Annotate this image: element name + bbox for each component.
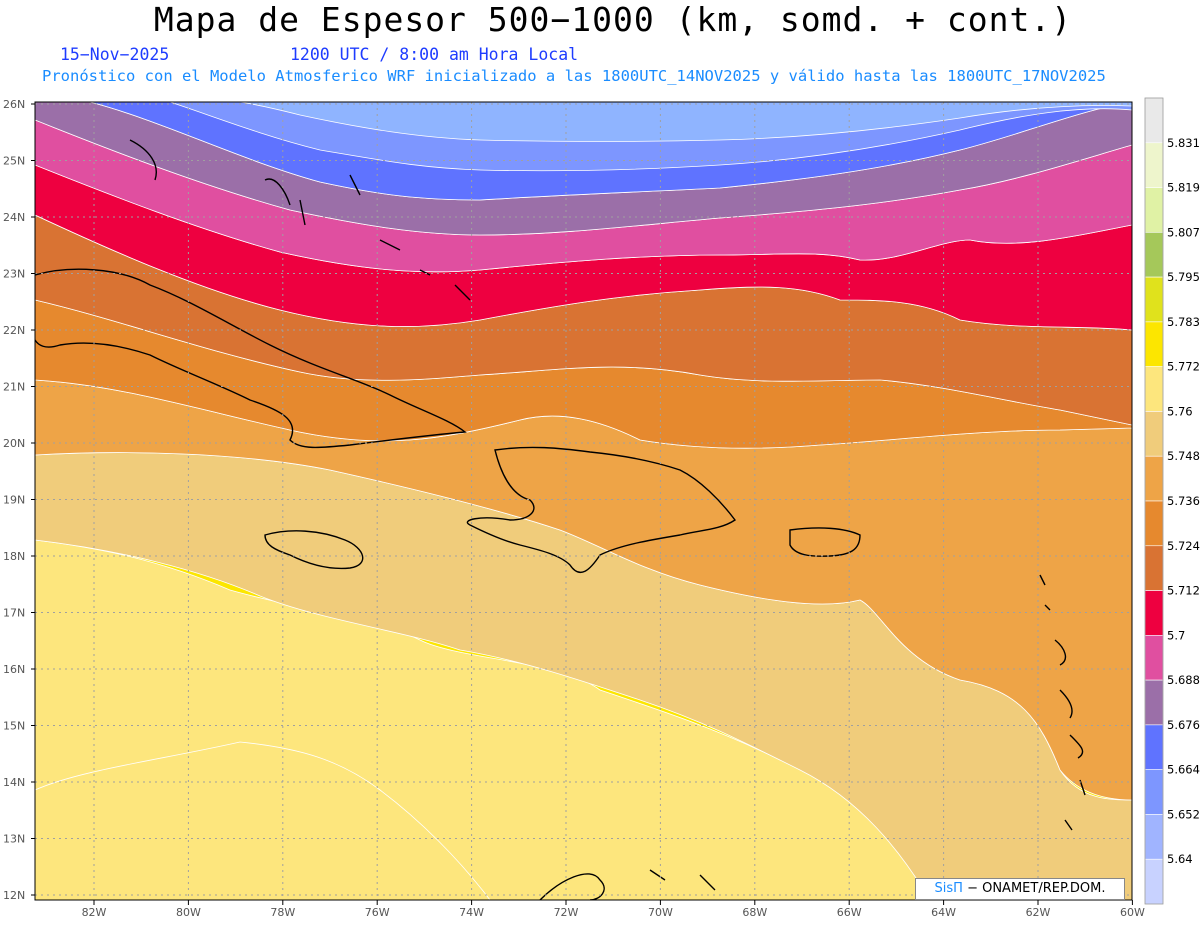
lon-label: 62W [1026, 906, 1051, 919]
colorbar-label: 5.795 [1167, 270, 1200, 284]
colorbar-label: 5.819 [1167, 181, 1200, 195]
colorbar-label: 5.807 [1167, 225, 1200, 239]
colorbar-label: 5.64 [1167, 852, 1193, 866]
jamaica-coastline [264, 530, 364, 570]
lesser-antilles-coastline [1039, 574, 1086, 831]
colorbar-label: 5.676 [1167, 718, 1200, 732]
colorbar-label: 5.772 [1167, 360, 1200, 374]
colorbar: 5.64 5.652 5.664 5.676 5.688 5.7 5.712 5.724 5.7… [1144, 97, 1200, 905]
model-run-info: Pronóstico con el Modelo Atmosferico WRF… [42, 67, 1106, 85]
lat-label: 26N [3, 98, 25, 111]
colorbar-swatch [1144, 187, 1164, 233]
bahamas-coastline [129, 139, 471, 301]
colorbar-swatch [1144, 411, 1164, 457]
brand-label: SisΠ [934, 881, 963, 896]
latitude-axis: 26N 25N 24N 23N 22N 21N 20N 19N 18N 17N 16N 15N 14N 1… [3, 98, 35, 902]
colorbar-swatch [1144, 769, 1164, 815]
colorbar-swatch [1144, 232, 1164, 278]
lat-label: 16N [3, 663, 25, 676]
colorbar-label: 5.712 [1167, 584, 1200, 598]
colorbar-swatch [1144, 858, 1164, 905]
map-title: Mapa de Espesor 500−1000 (km, somd. + co… [153, 0, 1073, 39]
org-label: − ONAMET/REP.DOM. [962, 881, 1106, 896]
colorbar-swatch [1144, 276, 1164, 323]
colorbar-swatch [1144, 500, 1164, 547]
lat-label: 19N [3, 494, 25, 507]
lat-label: 23N [3, 268, 25, 281]
watermark: SisΠ − ONAMET/REP.DOM. [915, 878, 1125, 900]
lon-label: 80W [176, 906, 201, 919]
lon-label: 76W [365, 906, 390, 919]
lat-label: 24N [3, 211, 25, 224]
lon-label: 72W [554, 906, 579, 919]
lat-label: 22N [3, 324, 25, 337]
lat-label: 14N [3, 776, 25, 789]
map-frame [34, 101, 1133, 901]
colorbar-label: 5.652 [1167, 807, 1200, 821]
colorbar-swatch [1144, 590, 1164, 636]
map-area [35, 102, 1132, 900]
lat-label: 15N [3, 720, 25, 733]
colorbar-frame [1144, 97, 1164, 905]
lon-label: 70W [648, 906, 673, 919]
coastlines [35, 139, 1086, 900]
lat-lon-grid [35, 102, 1132, 900]
colorbar-swatch [1144, 679, 1164, 726]
colorbar-swatch [1144, 321, 1164, 367]
lat-label: 18N [3, 550, 25, 563]
colorbar-swatch [1144, 545, 1164, 591]
colorbar-swatch [1144, 724, 1164, 770]
south-america-coastline [539, 869, 716, 900]
forecast-time: 1200 UTC / 8:00 am Hora Local [290, 45, 579, 64]
lon-label: 74W [459, 906, 484, 919]
lon-label: 60W [1120, 906, 1145, 919]
forecast-date: 15−Nov−2025 [60, 45, 170, 64]
colorbar-label: 5.736 [1167, 494, 1200, 508]
lat-label: 20N [3, 437, 25, 450]
lon-label: 64W [931, 906, 956, 919]
colorbar-label: 5.783 [1167, 315, 1200, 329]
longitude-axis: 82W 80W 78W 76W 74W 72W 70W 68W 66W 64W 62W 60W [82, 900, 1145, 919]
colorbar-swatch [1144, 455, 1164, 502]
lon-label: 66W [837, 906, 862, 919]
colorbar-label: 5.688 [1167, 673, 1200, 687]
lat-label: 21N [3, 381, 25, 394]
lat-label: 12N [3, 889, 25, 902]
colorbar-swatch [1144, 97, 1164, 144]
lon-label: 82W [82, 906, 107, 919]
colorbar-label: 5.76 [1167, 404, 1193, 418]
lat-label: 13N [3, 833, 25, 846]
colorbar-swatch [1144, 366, 1164, 412]
colorbar-swatch [1144, 635, 1164, 681]
colorbar-label: 5.724 [1167, 539, 1200, 553]
lat-label: 25N [3, 155, 25, 168]
band-lt-5.64 [239, 102, 1132, 142]
lat-label: 17N [3, 607, 25, 620]
colorbar-swatch [1144, 142, 1164, 188]
colorbar-swatch [1144, 814, 1164, 860]
puerto-rico-coastline [789, 527, 861, 557]
hispaniola-coastline [466, 446, 737, 574]
colorbar-label: 5.748 [1167, 449, 1200, 463]
lon-label: 78W [270, 906, 295, 919]
colorbar-label: 5.664 [1167, 763, 1200, 777]
colorbar-label: 5.7 [1167, 628, 1185, 642]
colorbar-label: 5.831 [1167, 136, 1200, 150]
lon-label: 68W [742, 906, 767, 919]
cuba-coastline [35, 268, 467, 449]
